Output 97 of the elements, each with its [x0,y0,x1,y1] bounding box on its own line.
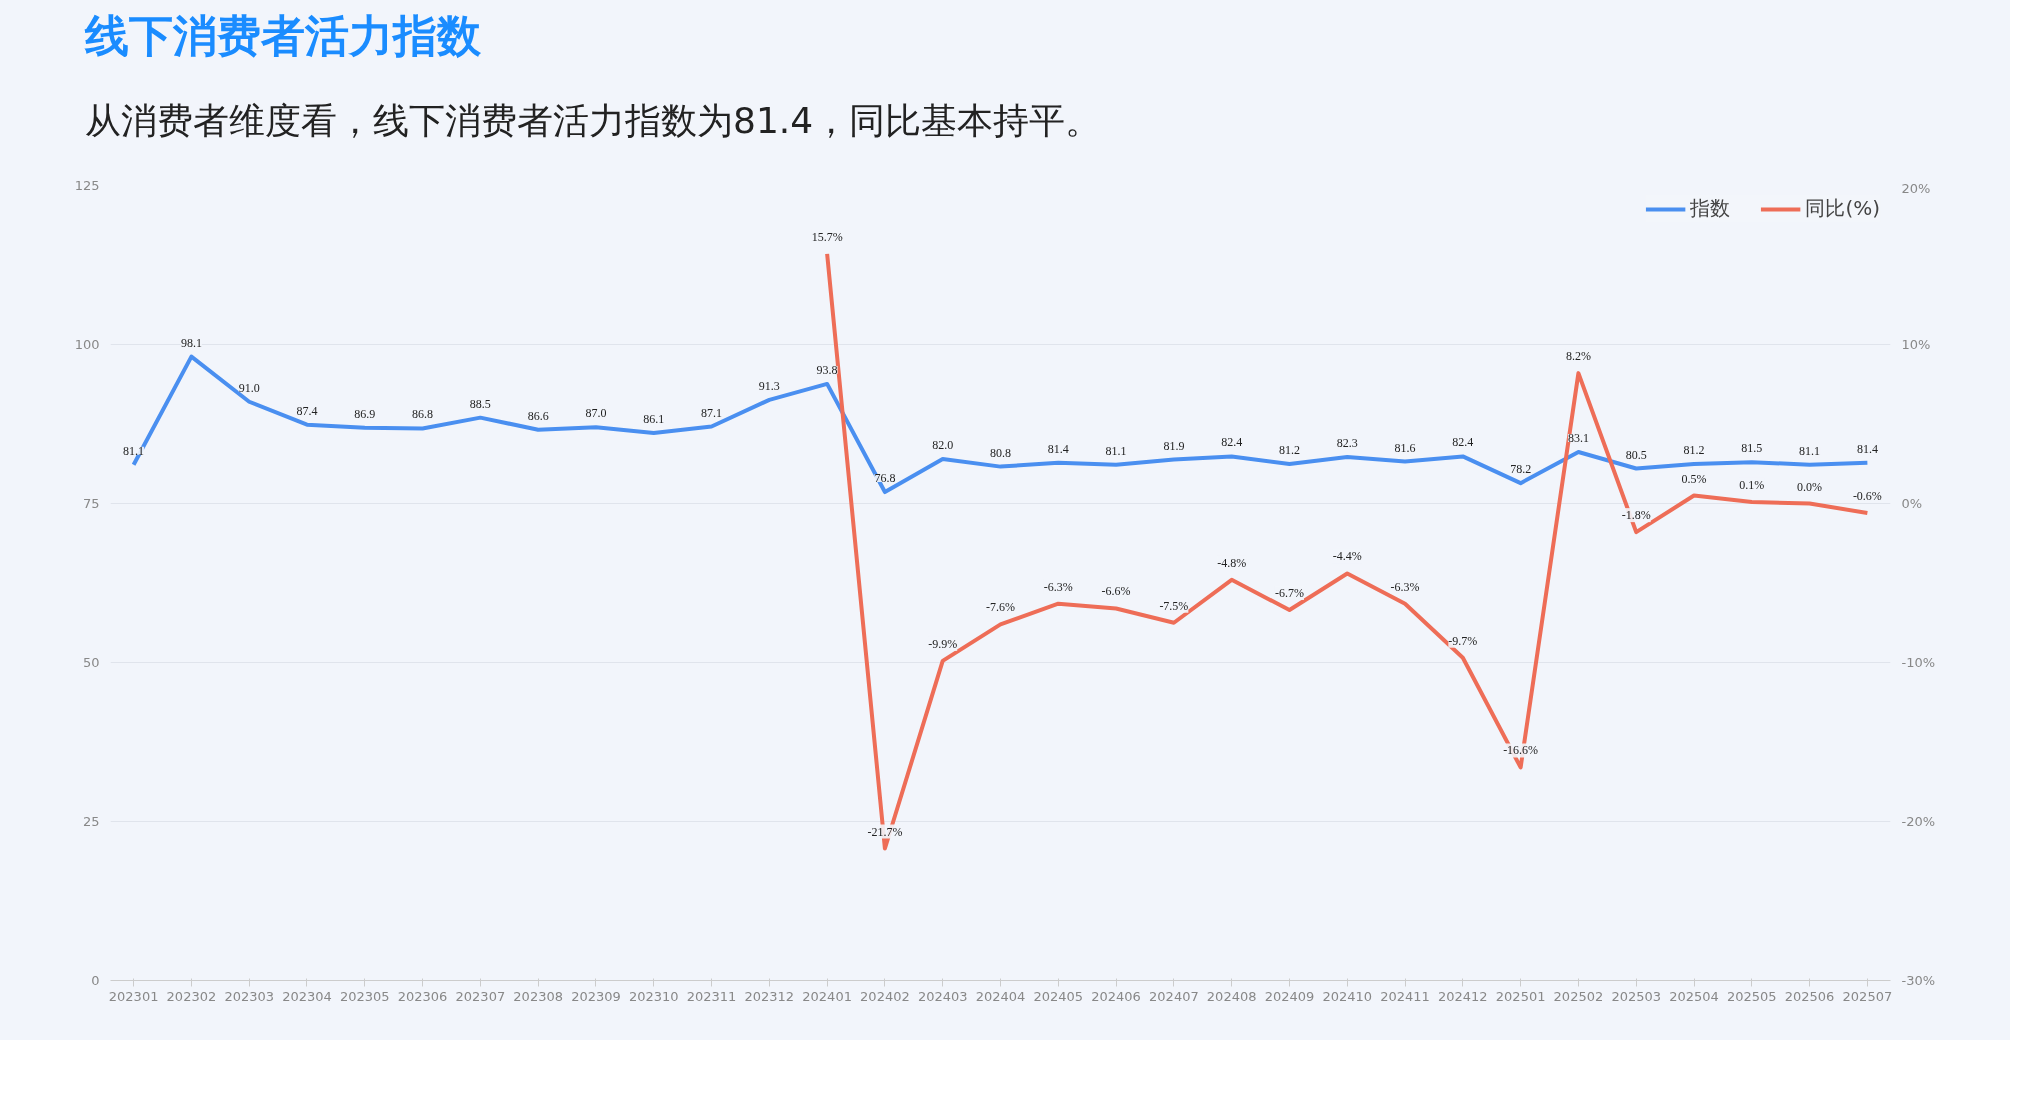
y-tick-label: 100 [74,337,100,352]
x-tick-label: 202410 [1322,988,1373,1004]
chart-subtitle: 从消费者维度看，线下消费者活力指数为81.4，同比基本持平。 [85,99,1102,143]
data-label: 91.0 [238,380,260,395]
data-label: 81.6 [1394,440,1416,455]
data-label: 91.3 [758,378,780,393]
data-label: 93.8 [816,362,838,377]
x-tick-label: 202309 [571,988,621,1004]
data-label: 86.9 [354,406,376,421]
x-tick-label: 202403 [917,988,968,1004]
data-label: 81.5 [1741,441,1763,456]
data-label: -7.5% [1159,598,1189,613]
x-tick-label: 202507 [1842,988,1893,1004]
data-label: 86.8 [412,407,434,422]
data-label: 82.3 [1336,436,1358,451]
x-tick-label: 202409 [1264,988,1315,1004]
y2-tick-label: 20% [1901,180,1931,196]
y-tick-label: 125 [74,178,100,193]
data-label: 86.1 [643,411,665,426]
data-label: 80.8 [990,445,1011,460]
x-tick-label: 202411 [1380,988,1430,1004]
y2-tick-label: -30% [1901,973,1936,988]
x-tick-label: 202406 [1091,988,1141,1004]
data-label: -9.7% [1448,633,1478,648]
data-label: -4.4% [1332,549,1362,564]
y2-tick-label: 0% [1901,496,1923,511]
x-tick-label: 202408 [1206,988,1257,1004]
data-label: -21.7% [867,824,903,839]
data-label: 0.0% [1797,479,1823,494]
x-tick-label: 202505 [1726,988,1777,1004]
x-tick-label: 202307 [455,988,506,1004]
data-label: -6.6% [1101,584,1131,599]
data-label: 87.0 [585,406,607,421]
data-label: 80.5 [1625,447,1647,462]
x-tick-label: 202311 [686,988,737,1004]
data-label: 0.1% [1739,477,1765,492]
data-label: 15.7% [811,229,843,244]
data-label: 82.4 [1452,435,1474,450]
data-label: 87.4 [296,403,318,418]
legend-label: 指数 [1690,195,1731,222]
data-label: -1.8% [1621,508,1651,523]
data-label: -7.6% [986,600,1015,615]
x-tick-label: 202302 [166,988,217,1004]
y2-tick-label: -20% [1901,814,1936,829]
x-tick-label: 202401 [802,988,852,1004]
y2-tick-label: -10% [1901,655,1936,670]
data-label: 81.1 [1799,443,1821,458]
x-tick-label: 202301 [108,988,159,1004]
data-label: 81.9 [1163,438,1185,453]
x-tick-label: 202504 [1669,988,1719,1004]
x-tick-label: 202303 [224,988,275,1004]
y-tick-label: 25 [82,814,100,829]
data-label: 87.1 [701,405,723,420]
x-tick-label: 202506 [1784,988,1835,1004]
x-tick-label: 202402 [860,988,910,1004]
x-tick-label: 202310 [628,988,679,1004]
data-label: 8.2% [1565,349,1591,364]
data-label: -6.3% [1390,579,1420,594]
y-tick-label: 50 [82,655,100,670]
data-label: 81.4 [1856,441,1878,456]
y-tick-label: 0 [91,973,100,988]
data-label: 0.5% [1681,471,1707,486]
x-tick-label: 202502 [1553,988,1604,1004]
data-label: 78.2 [1510,462,1532,477]
data-label: 98.1 [180,335,202,350]
x-tick-label: 202407 [1149,988,1199,1004]
chart-title: 线下消费者活力指数 [85,9,481,63]
data-label: 81.2 [1683,443,1705,458]
data-label: 81.4 [1047,441,1069,456]
x-tick-label: 202404 [975,988,1026,1004]
x-tick-label: 202501 [1495,988,1546,1004]
y-tick-label: 75 [82,496,100,511]
data-label: -6.3% [1043,579,1073,594]
data-label: -4.8% [1217,555,1247,570]
data-label: 81.2 [1278,443,1300,458]
data-label: -6.7% [1274,586,1304,601]
data-label: -16.6% [1503,743,1539,758]
data-label: 82.0 [932,437,954,452]
data-label: -0.6% [1852,489,1882,504]
data-label: 82.4 [1221,435,1243,450]
data-label: 83.1 [1567,430,1589,445]
x-tick-label: 202308 [513,988,563,1004]
x-tick-label: 202304 [282,988,332,1004]
data-label: 81.1 [1105,443,1127,458]
x-tick-label: 202405 [1033,988,1084,1004]
data-label: 76.8 [874,471,896,486]
legend-label: 同比(%) [1805,195,1880,222]
y2-tick-label: 10% [1901,337,1931,352]
x-tick-label: 202503 [1611,988,1662,1004]
data-label: 88.5 [469,396,491,411]
data-label: -9.9% [928,636,958,651]
x-tick-label: 202305 [339,988,390,1004]
x-tick-label: 202412 [1438,988,1488,1004]
x-tick-label: 202306 [397,988,448,1004]
x-tick-label: 202312 [744,988,795,1004]
data-label: 81.1 [123,443,145,458]
data-label: 86.6 [527,408,549,423]
